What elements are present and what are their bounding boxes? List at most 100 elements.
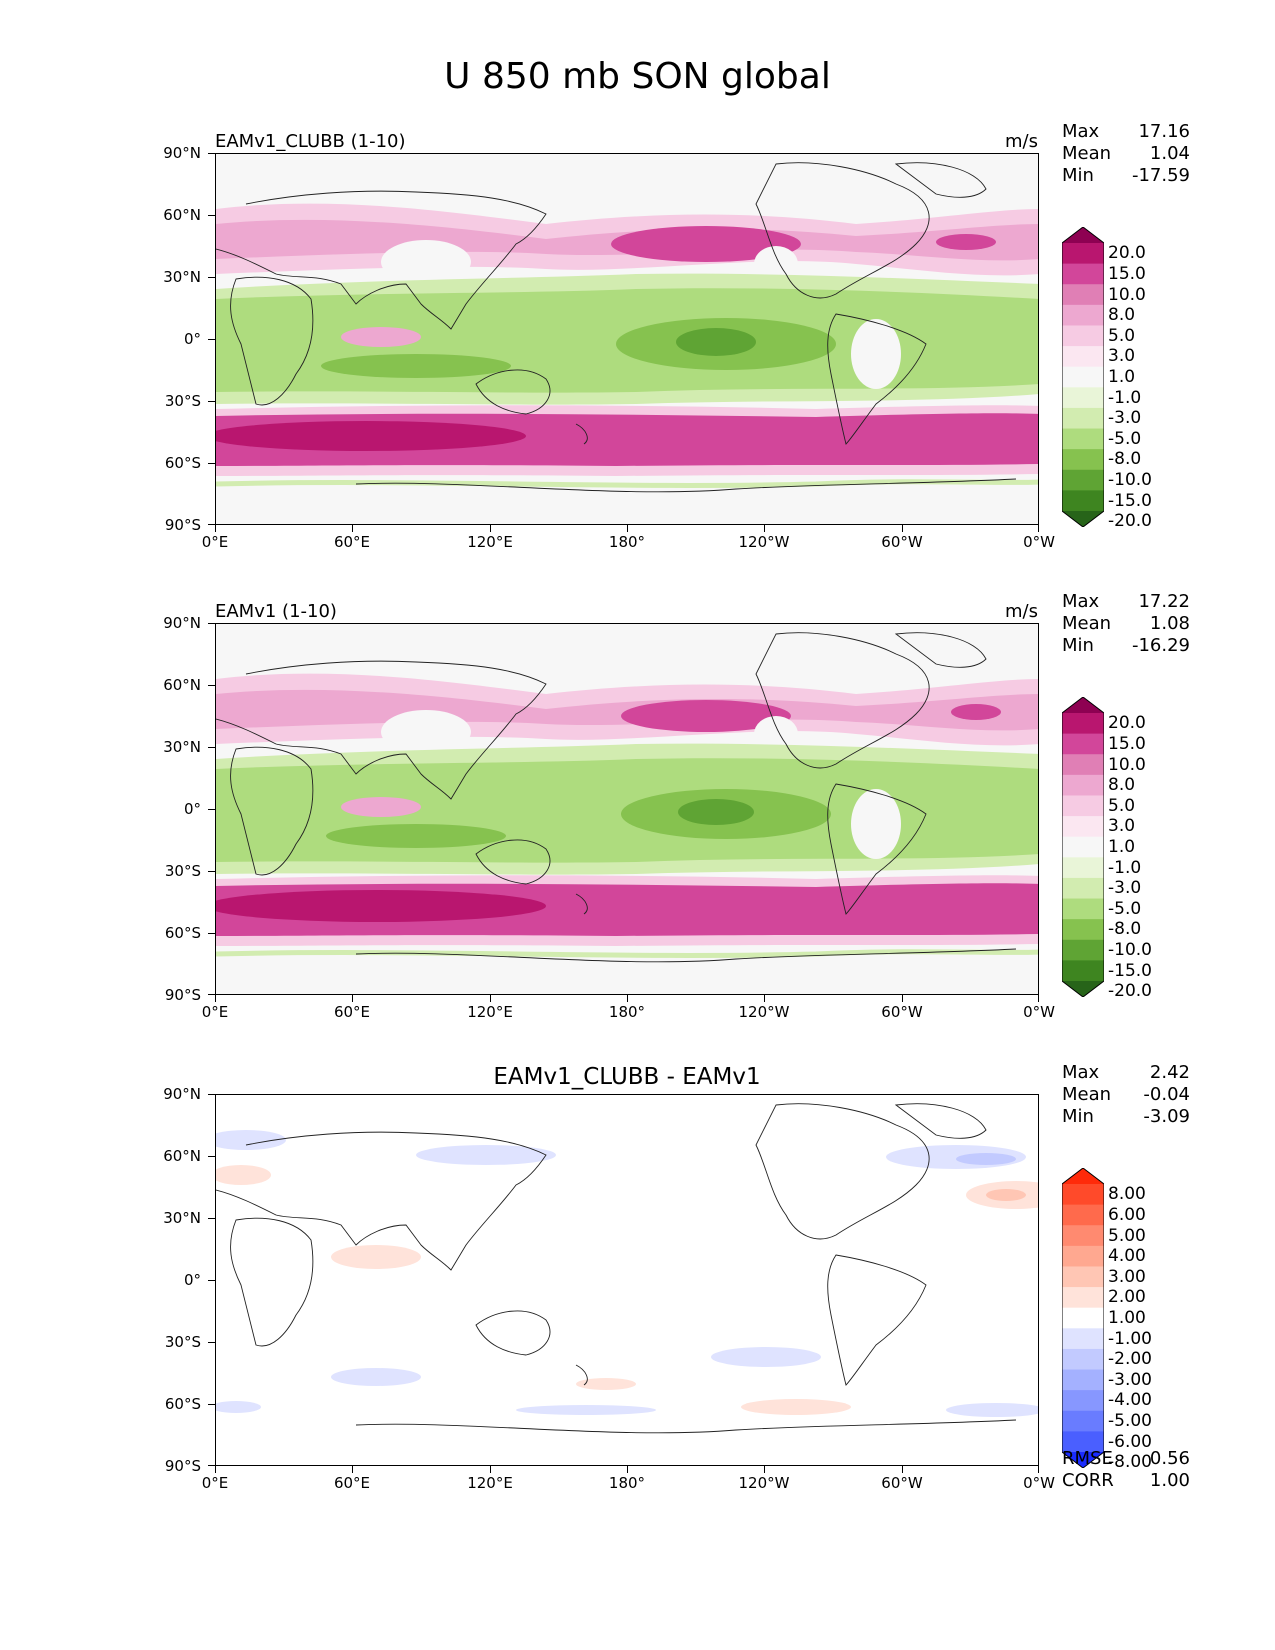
lat-tick bbox=[208, 994, 215, 996]
lat-tick bbox=[208, 1280, 215, 1282]
colorbar-bin bbox=[1062, 1348, 1104, 1371]
lon-label: 180° bbox=[608, 533, 646, 551]
max-value: 17.22 bbox=[1138, 591, 1190, 612]
colorbar-bin bbox=[1062, 898, 1104, 920]
lon-tick bbox=[902, 1466, 904, 1473]
mean-value: -0.04 bbox=[1143, 1084, 1190, 1105]
lon-label: 0°W bbox=[1023, 533, 1055, 551]
lon-label: 60°W bbox=[881, 1003, 923, 1021]
max-value: 17.16 bbox=[1138, 121, 1190, 142]
mean-label: Mean bbox=[1062, 143, 1112, 164]
lat-tick bbox=[208, 524, 215, 526]
lat-tick bbox=[208, 623, 215, 625]
lat-label: 0° bbox=[183, 800, 201, 818]
colorbar-bin bbox=[1062, 511, 1104, 527]
lat-tick bbox=[208, 215, 215, 217]
lon-tick bbox=[1038, 995, 1040, 1002]
max-value: 2.42 bbox=[1149, 1062, 1190, 1083]
lon-tick bbox=[627, 1466, 629, 1473]
lon-tick bbox=[764, 995, 766, 1002]
lon-label: 180° bbox=[608, 1003, 646, 1021]
lon-label: 0°W bbox=[1023, 1003, 1055, 1021]
error-stats: RMSE 0.56 CORR 1.00 bbox=[1062, 1448, 1190, 1492]
colorbar-bin bbox=[1062, 774, 1104, 796]
colorbar-bin bbox=[1062, 1452, 1104, 1468]
colorbar-bin bbox=[1062, 1328, 1104, 1350]
lat-label: 30°N bbox=[163, 1209, 201, 1227]
lat-label: 30°N bbox=[163, 268, 201, 286]
colorbar-level-label: 5.0 bbox=[1108, 325, 1136, 346]
colorbar-level-label: 2.00 bbox=[1108, 1287, 1146, 1308]
colorbar-level-label: -4.00 bbox=[1108, 1390, 1152, 1411]
mean-label: Mean bbox=[1062, 1084, 1112, 1105]
colorbar-level-label: 8.00 bbox=[1108, 1184, 1146, 1205]
colorbar-bin bbox=[1062, 1168, 1104, 1184]
lon-label: 60°E bbox=[333, 1474, 371, 1492]
colorbar-bin bbox=[1062, 1204, 1104, 1226]
corr-label: CORR bbox=[1062, 1470, 1114, 1491]
colorbar-bin bbox=[1062, 1184, 1104, 1206]
colorbar-level-label: 1.00 bbox=[1108, 1308, 1146, 1328]
min-value: -3.09 bbox=[1143, 1106, 1190, 1127]
max-label: Max bbox=[1062, 591, 1100, 612]
lat-label: 60°N bbox=[163, 206, 201, 224]
colorbar-bin bbox=[1062, 243, 1104, 265]
colorbar-level-label: 5.00 bbox=[1108, 1225, 1146, 1246]
lon-tick bbox=[764, 525, 766, 532]
lon-label: 0°E bbox=[201, 533, 229, 551]
lon-tick bbox=[902, 995, 904, 1002]
colorbar-bin bbox=[1062, 795, 1104, 817]
colorbar-level-label: -15.0 bbox=[1108, 960, 1152, 981]
lon-tick bbox=[490, 995, 492, 1002]
lat-label: 60°N bbox=[163, 676, 201, 694]
colorbar-bin bbox=[1062, 428, 1104, 450]
lat-label: 30°S bbox=[164, 862, 201, 880]
colorbar-level-label: 6.00 bbox=[1108, 1204, 1146, 1225]
colorbar-bin bbox=[1062, 919, 1104, 941]
colorbar-bin bbox=[1062, 816, 1104, 838]
lon-tick bbox=[1038, 525, 1040, 532]
colorbar-bin bbox=[1062, 713, 1104, 735]
colorbar-bin bbox=[1062, 1410, 1104, 1432]
lon-tick bbox=[215, 525, 217, 532]
colorbar-bin bbox=[1062, 733, 1104, 755]
colorbar-level-label: 20.0 bbox=[1108, 243, 1146, 264]
lat-label: 90°N bbox=[163, 1085, 201, 1103]
colorbar-level-label: 10.0 bbox=[1108, 754, 1146, 775]
corr-value: 1.00 bbox=[1149, 1470, 1190, 1491]
colorbar-level-label: 3.0 bbox=[1108, 346, 1136, 367]
colorbar-bin bbox=[1062, 366, 1104, 388]
lat-label: 90°S bbox=[164, 986, 201, 1004]
colorbar-level-label: -8.0 bbox=[1108, 919, 1142, 940]
field-map bbox=[216, 624, 1038, 994]
min-label: Min bbox=[1062, 1106, 1094, 1127]
lon-tick bbox=[764, 1466, 766, 1473]
colorbar-bin bbox=[1062, 1431, 1104, 1453]
units-label: m/s bbox=[1005, 131, 1038, 152]
lon-label: 120°E bbox=[467, 533, 513, 551]
panel-clubb: EAMv1_CLUBB (1-10) m/s Max 17.16 Mean 1.04… bbox=[0, 121, 1275, 593]
mean-label: Mean bbox=[1062, 613, 1112, 634]
lat-label: 90°S bbox=[164, 516, 201, 534]
colorbar-level-label: -5.00 bbox=[1108, 1411, 1152, 1432]
lat-tick bbox=[208, 1156, 215, 1158]
lat-tick bbox=[208, 153, 215, 155]
lat-label: 60°S bbox=[164, 1395, 201, 1413]
colorbar-level-label: -3.0 bbox=[1108, 408, 1142, 429]
stats-box: Max 17.16 Mean 1.04 Min -17.59 bbox=[1062, 121, 1190, 187]
lon-tick bbox=[490, 1466, 492, 1473]
lat-tick bbox=[208, 809, 215, 811]
colorbar-bin bbox=[1062, 227, 1104, 243]
lon-tick bbox=[215, 995, 217, 1002]
colorbar bbox=[1062, 227, 1104, 527]
panel-eamv1: EAMv1 (1-10) m/s Max 17.22 Mean 1.08 Min -1… bbox=[0, 591, 1275, 1063]
colorbar-level-label: -3.00 bbox=[1108, 1369, 1152, 1390]
field-map bbox=[216, 1095, 1038, 1465]
colorbar-bin bbox=[1062, 1225, 1104, 1247]
map-plot bbox=[215, 153, 1039, 525]
lat-tick bbox=[208, 685, 215, 687]
colorbar-level-label: 10.0 bbox=[1108, 284, 1146, 305]
field-map bbox=[216, 154, 1038, 524]
colorbar-bin bbox=[1062, 836, 1104, 858]
lon-tick bbox=[352, 525, 354, 532]
